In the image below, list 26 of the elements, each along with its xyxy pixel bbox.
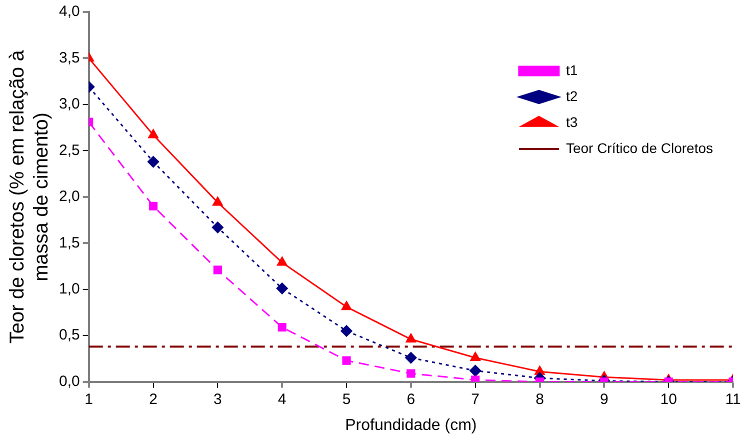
y-tick-label: 1,0	[58, 280, 80, 298]
legend-label: t2	[566, 88, 578, 104]
y-axis-title: Teor de cloretos (% em relação à massa de cimento)	[6, 49, 53, 344]
y-tick-label: 2,5	[58, 142, 80, 159]
y-tick-label: 2,0	[58, 188, 80, 206]
y-tick-label: 1,5	[58, 234, 80, 252]
x-tick-label: 3	[214, 390, 222, 408]
x-axis-title: Profundidade (cm)	[345, 416, 477, 434]
y-tick-label: 0,0	[58, 372, 80, 390]
x-tick-label: 6	[406, 390, 416, 408]
y-tick-label: 0,5	[58, 326, 80, 344]
x-tick-label: 9	[600, 390, 608, 408]
x-tick-label: 4	[278, 390, 286, 408]
x-tick-label: 8	[536, 390, 544, 408]
legend-label: t1	[566, 62, 578, 78]
x-tick-label: 1	[84, 390, 94, 408]
x-tick-label: 11	[725, 390, 741, 408]
y-tick-label: 3,5	[58, 49, 80, 66]
x-tick-label: 5	[342, 390, 351, 408]
legend-label: Teor Crítico de Cloretos	[566, 140, 714, 156]
y-tick-label: 4,0	[58, 3, 80, 20]
y-tick-label: 3,0	[58, 96, 80, 113]
x-tick-label: 2	[149, 390, 158, 408]
x-tick-label: 7	[471, 390, 480, 408]
x-tick-label: 10	[660, 390, 677, 408]
legend-label: t3	[566, 114, 578, 130]
